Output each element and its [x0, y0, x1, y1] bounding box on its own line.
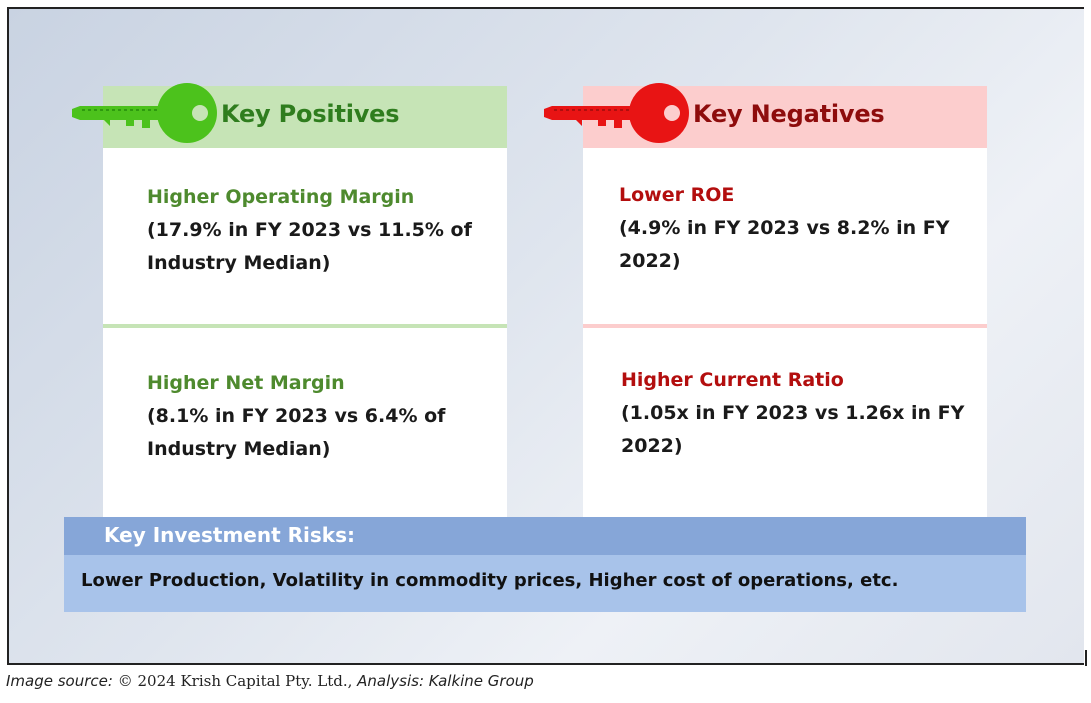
frame-edge	[1085, 650, 1087, 666]
positive-divider	[103, 324, 507, 328]
negative-2-line2: 2022)	[621, 435, 683, 457]
investment-risks-body: Lower Production, Volatility in commodit…	[64, 555, 1026, 612]
caption-source: © 2024 Krish Capital Pty. Ltd.,	[117, 672, 353, 690]
key-negatives-title: Key Negatives	[693, 100, 885, 128]
red-key-icon	[544, 83, 689, 143]
negative-card-2: Higher Current Ratio (1.05x in FY 2023 v…	[583, 328, 987, 517]
positive-card-2: Higher Net Margin (8.1% in FY 2023 vs 6.…	[103, 328, 507, 517]
negative-1-line2: 2022)	[619, 250, 681, 272]
negative-divider	[583, 324, 987, 328]
image-caption: Image source: © 2024 Krish Capital Pty. …	[6, 672, 534, 690]
negative-1-line1: (4.9% in FY 2023 vs 8.2% in FY	[619, 217, 950, 239]
positive-2-line2: Industry Median)	[147, 438, 331, 460]
negative-2-title: Higher Current Ratio	[621, 369, 844, 391]
positive-2-line1: (8.1% in FY 2023 vs 6.4% of	[147, 405, 446, 427]
negative-1-title: Lower ROE	[619, 184, 735, 206]
investment-risks-header: Key Investment Risks:	[64, 517, 1026, 555]
positive-1-line2: Industry Median)	[147, 252, 331, 274]
caption-label: Image source:	[6, 672, 113, 690]
positive-1-line1: (17.9% in FY 2023 vs 11.5% of	[147, 219, 472, 241]
positive-card-1: Higher Operating Margin (17.9% in FY 202…	[103, 148, 507, 324]
positive-1-title: Higher Operating Margin	[147, 186, 415, 208]
positive-2-title: Higher Net Margin	[147, 372, 345, 394]
green-key-icon	[72, 83, 217, 143]
investment-risks-title: Key Investment Risks:	[104, 523, 355, 547]
investment-risks-text: Lower Production, Volatility in commodit…	[81, 570, 899, 591]
key-positives-title: Key Positives	[221, 100, 400, 128]
negative-card-1: Lower ROE (4.9% in FY 2023 vs 8.2% in FY…	[583, 148, 987, 324]
caption-analysis: Analysis: Kalkine Group	[357, 672, 534, 690]
negative-2-line1: (1.05x in FY 2023 vs 1.26x in FY	[621, 402, 965, 424]
